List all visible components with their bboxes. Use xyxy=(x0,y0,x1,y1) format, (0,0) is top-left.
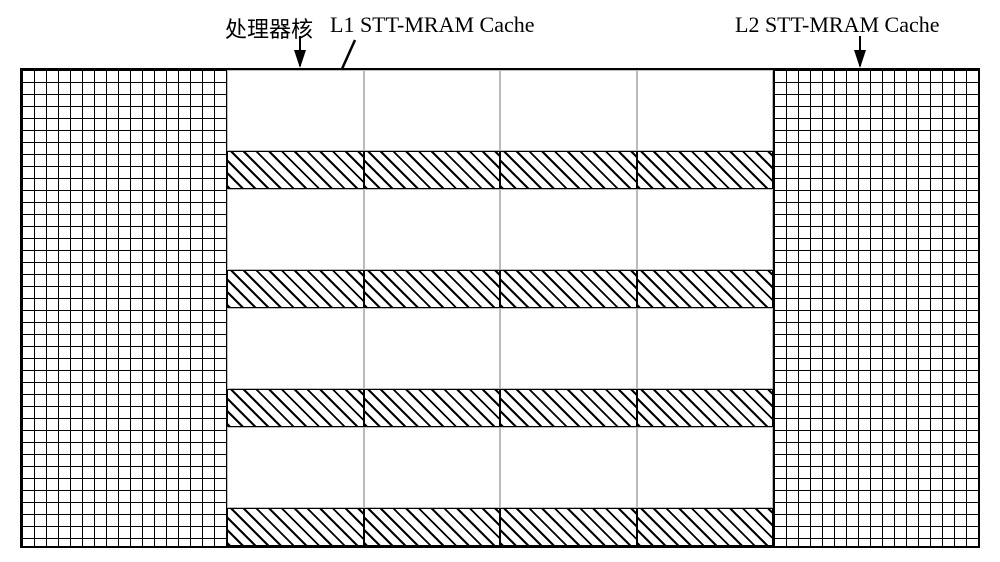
l1-row xyxy=(227,389,773,427)
processor-core xyxy=(227,427,364,508)
label-l2: L2 STT-MRAM Cache xyxy=(735,12,940,38)
core-row xyxy=(227,427,773,508)
processor-core xyxy=(364,427,501,508)
processor-core xyxy=(227,189,364,270)
l1-cache xyxy=(227,151,364,189)
processor-core xyxy=(364,70,501,151)
label-l1: L1 STT-MRAM Cache xyxy=(330,12,535,38)
l1-cache xyxy=(500,508,637,546)
processor-core xyxy=(637,308,774,389)
l1-cache xyxy=(227,389,364,427)
l1-cache xyxy=(227,508,364,546)
l1-cache xyxy=(364,508,501,546)
l2-cache-right xyxy=(773,70,978,546)
l1-cache xyxy=(500,270,637,308)
processor-core xyxy=(364,189,501,270)
processor-core xyxy=(500,70,637,151)
core-row xyxy=(227,70,773,151)
l1-cache xyxy=(637,389,774,427)
processor-core xyxy=(500,427,637,508)
processor-core xyxy=(227,70,364,151)
core-row xyxy=(227,189,773,270)
l1-cache xyxy=(364,151,501,189)
chip-die xyxy=(20,68,980,548)
core-row xyxy=(227,308,773,389)
l1-cache xyxy=(364,270,501,308)
l1-row xyxy=(227,151,773,189)
l1-cache xyxy=(637,151,774,189)
l1-cache xyxy=(364,389,501,427)
l1-row xyxy=(227,270,773,308)
l1-cache xyxy=(500,151,637,189)
l1-cache xyxy=(637,270,774,308)
l1-cache xyxy=(227,270,364,308)
processor-core xyxy=(227,308,364,389)
l1-cache xyxy=(637,508,774,546)
processor-core xyxy=(364,308,501,389)
l2-cache-left xyxy=(22,70,227,546)
processor-core xyxy=(500,189,637,270)
l1-cache xyxy=(500,389,637,427)
processor-core xyxy=(637,70,774,151)
core-array xyxy=(227,70,773,546)
processor-core xyxy=(637,427,774,508)
label-core: 处理器核 xyxy=(225,12,313,44)
processor-core xyxy=(637,189,774,270)
processor-core xyxy=(500,308,637,389)
l1-row xyxy=(227,508,773,546)
